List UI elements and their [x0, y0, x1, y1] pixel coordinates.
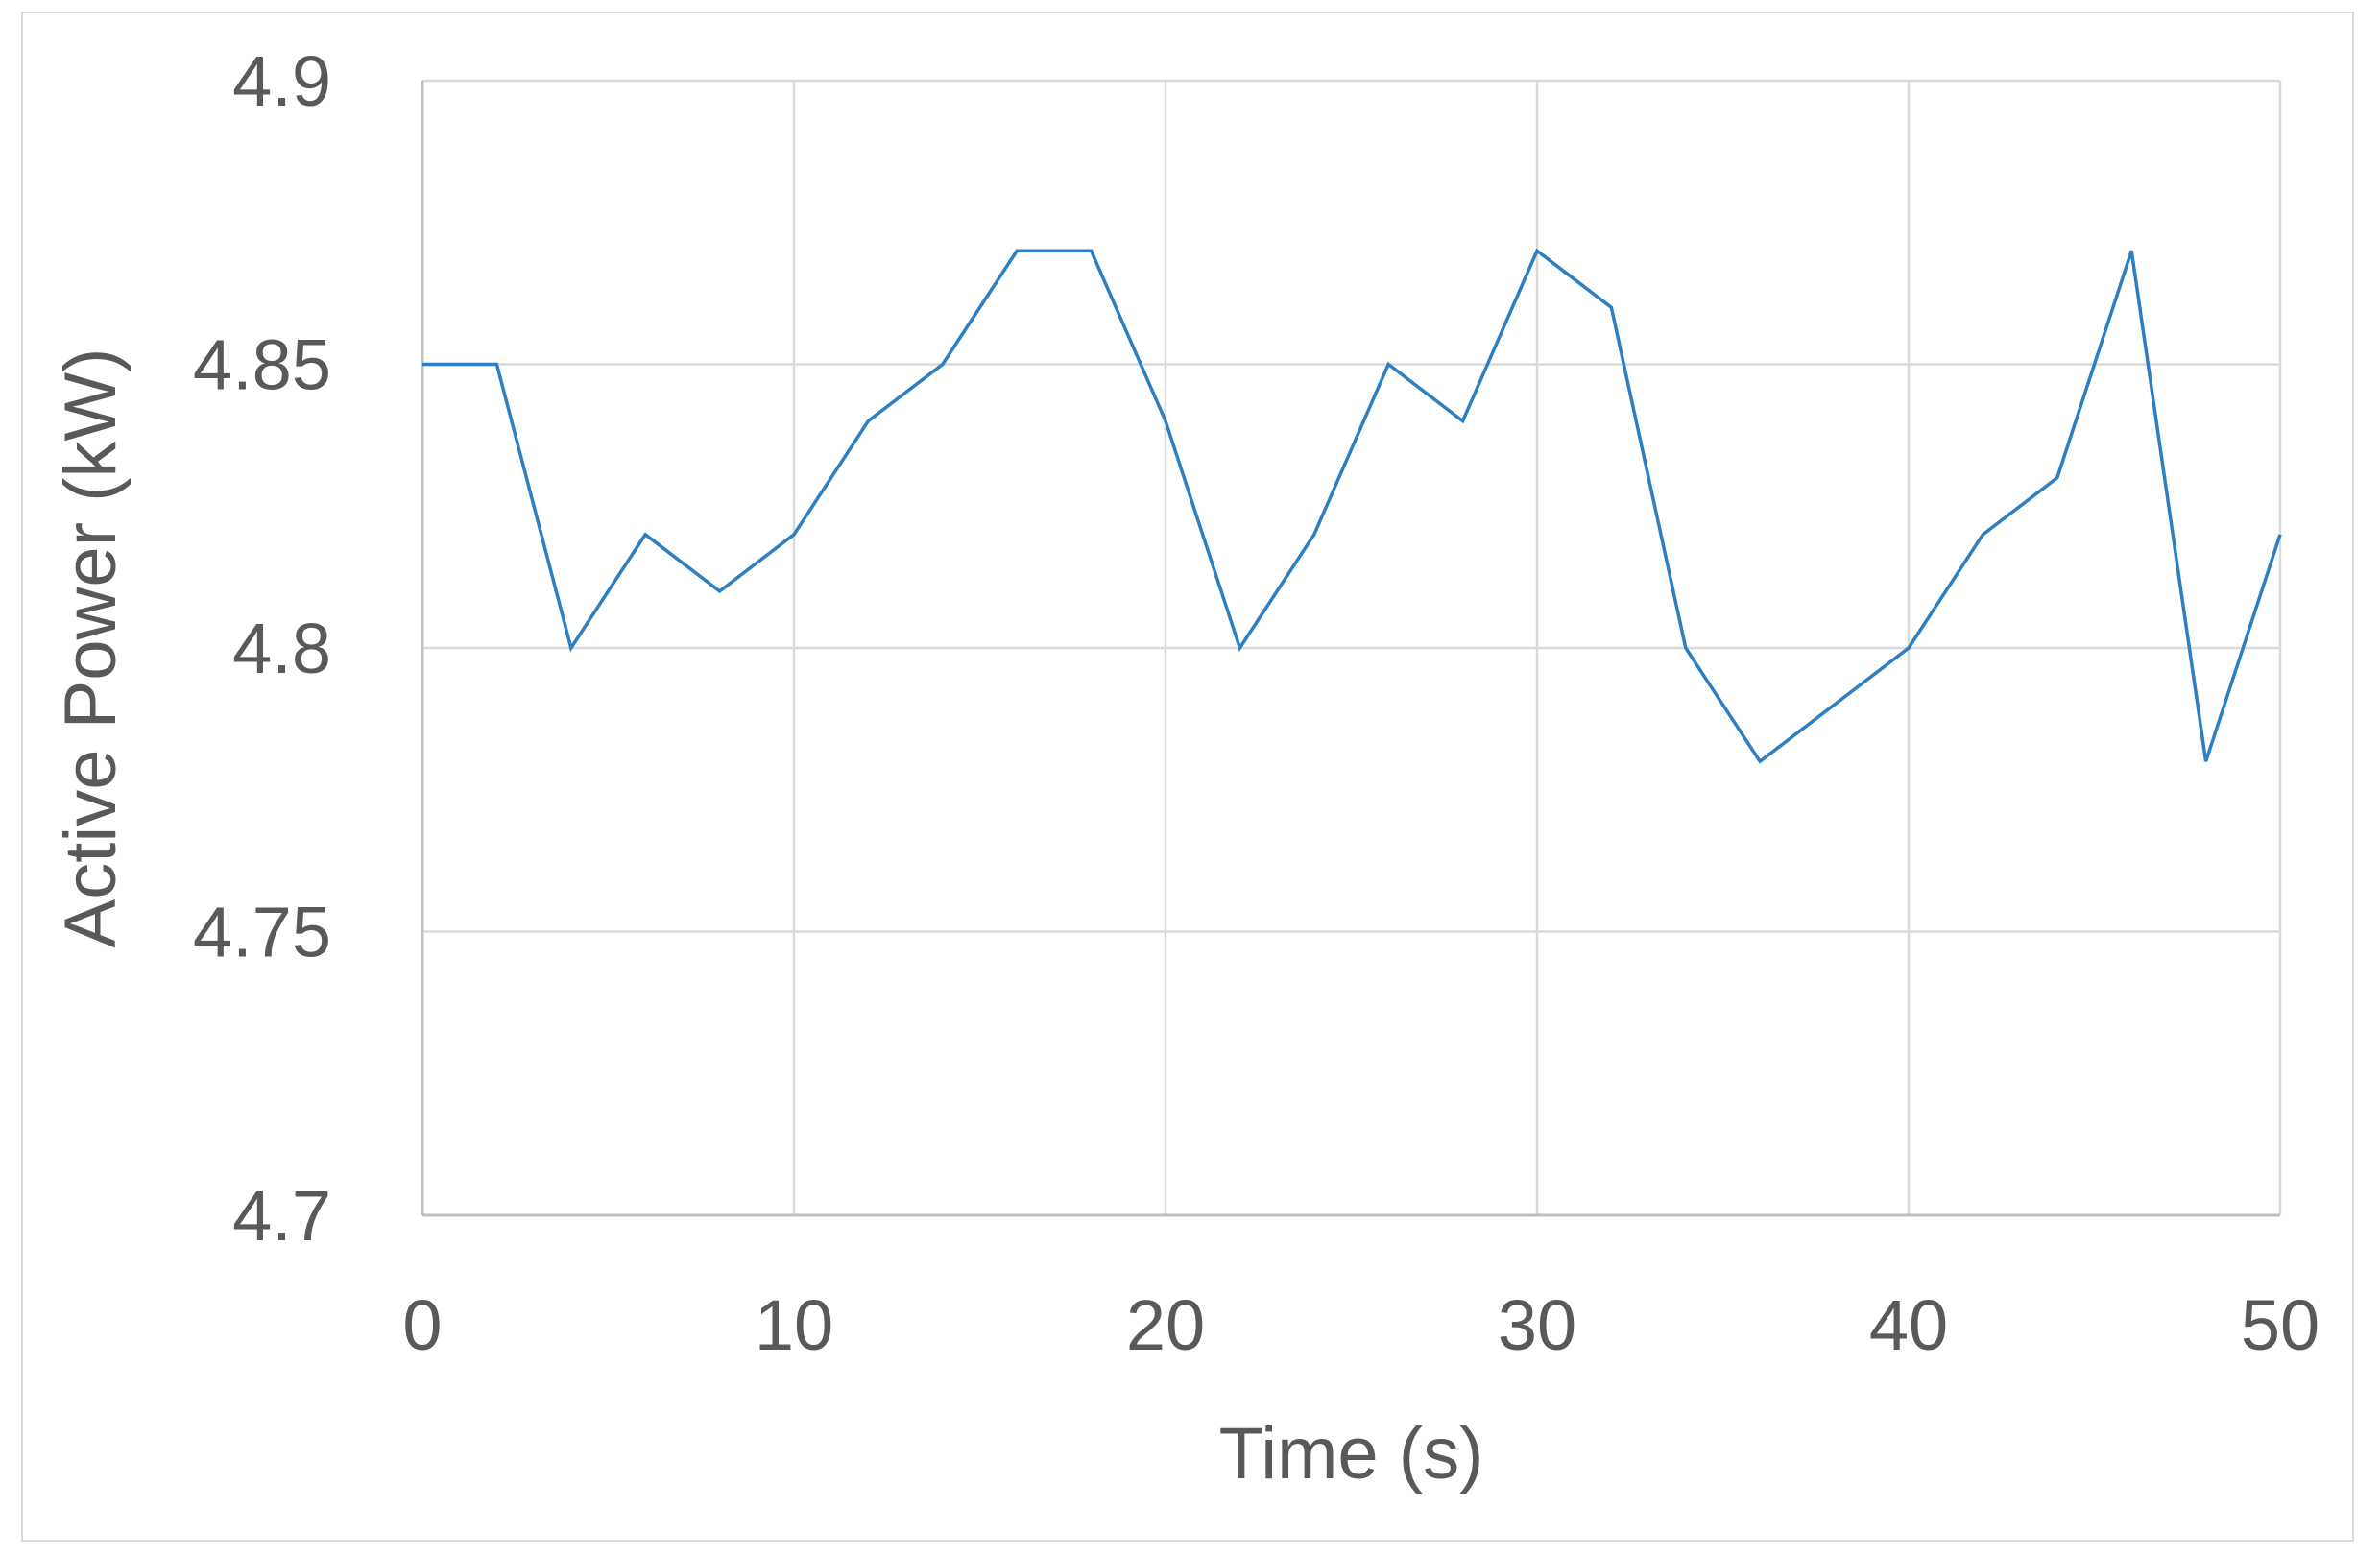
series-line-0 — [422, 248, 2282, 764]
x-tick-label: 50 — [2241, 1285, 2320, 1365]
y-axis-title: Active Power (kW) — [50, 348, 132, 948]
y-tick-label: 4.9 — [232, 41, 331, 121]
y-tick-label: 4.85 — [193, 325, 331, 405]
gridlines — [422, 79, 2282, 1215]
x-tick-label: 40 — [1869, 1285, 1948, 1365]
axes — [421, 81, 2280, 1217]
series-group — [421, 248, 2282, 764]
tick-labels: 4.7 4.75 4.8 4.85 4.9 0 10 20 30 40 50 — [193, 41, 2320, 1365]
x-tick-label: 30 — [1498, 1285, 1576, 1365]
y-tick-label: 4.8 — [232, 609, 331, 688]
x-axis-title: Time (s) — [1219, 1413, 1484, 1495]
y-tick-label: 4.75 — [193, 893, 331, 972]
x-tick-label: 10 — [755, 1285, 833, 1365]
y-tick-label: 4.7 — [232, 1176, 331, 1256]
x-tick-label: 20 — [1126, 1285, 1205, 1365]
x-tick-label: 0 — [402, 1285, 442, 1365]
chart-frame — [21, 12, 2354, 1542]
